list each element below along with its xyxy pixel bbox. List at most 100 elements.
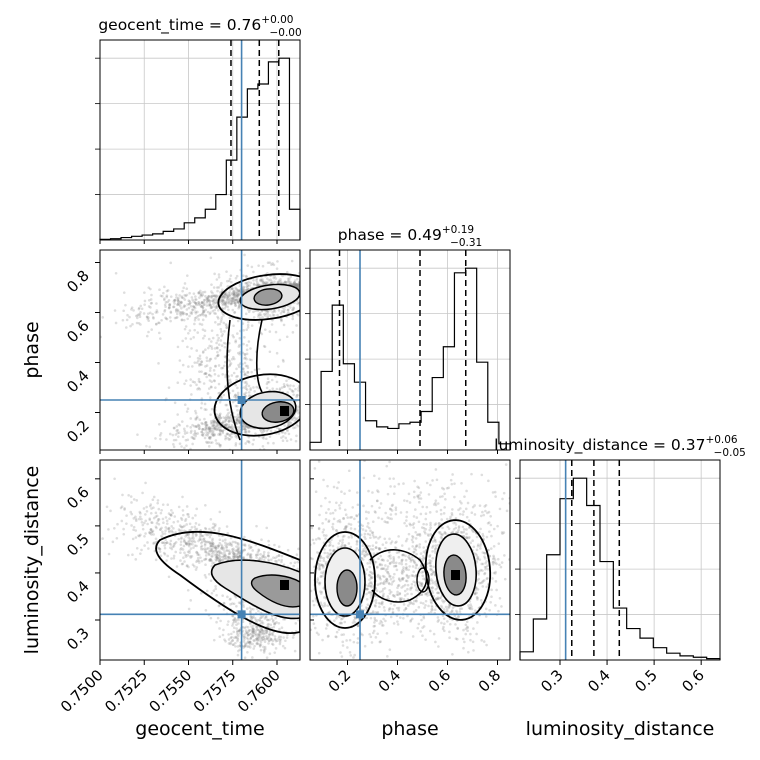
sample-point (194, 311, 198, 315)
sample-point (182, 318, 186, 322)
sample-point (233, 540, 237, 544)
sample-point (229, 297, 232, 301)
sample-point (275, 267, 279, 270)
sample-point (271, 620, 275, 623)
sample-point (276, 639, 279, 642)
sample-point (210, 529, 213, 533)
sample-point (159, 511, 163, 515)
sample-point (175, 293, 178, 297)
sample-point (210, 407, 214, 411)
sample-point (223, 541, 227, 545)
sample-point (188, 355, 192, 358)
sample-point (293, 281, 296, 285)
sample-point (305, 284, 308, 287)
sample-point (237, 543, 240, 546)
sample-point (181, 312, 185, 316)
sample-point (193, 318, 197, 322)
sample-point (301, 397, 304, 400)
sample-point (213, 347, 217, 350)
sample-point (140, 517, 143, 521)
sample-point (233, 555, 237, 559)
sample-point (214, 365, 217, 368)
sample-point (202, 310, 205, 314)
sample-point (303, 646, 306, 649)
sample-point (243, 353, 247, 356)
sample-point (243, 361, 247, 365)
sample-point (246, 552, 250, 555)
sample-point (184, 294, 188, 298)
sample-point (247, 641, 251, 645)
sample-point (216, 317, 220, 320)
sample-point (222, 341, 226, 345)
sample-point (297, 284, 300, 288)
sample-point (236, 294, 239, 297)
sample-point (283, 385, 286, 388)
sample-point (244, 427, 247, 431)
sample-point (195, 551, 198, 554)
sample-point (177, 435, 180, 438)
sample-point (244, 424, 248, 428)
sample-point (188, 549, 191, 553)
sample-point (233, 617, 237, 621)
sample-point (237, 419, 241, 422)
sample-point (300, 289, 303, 292)
sample-point (263, 281, 267, 285)
sample-point (228, 556, 232, 560)
sample-point (223, 554, 227, 557)
sample-point (232, 357, 236, 361)
sample-point (261, 278, 264, 281)
sample-point (261, 554, 265, 558)
sample-point (164, 526, 168, 529)
sample-point (140, 521, 144, 524)
sample-point (233, 293, 236, 296)
sample-point (191, 308, 194, 311)
sample-point (236, 419, 239, 423)
sample-point (217, 286, 221, 289)
sample-point (217, 364, 221, 367)
sample-point (227, 415, 231, 419)
sample-point (243, 644, 247, 648)
sample-point (284, 639, 287, 643)
sample-point (207, 558, 211, 562)
sample-point (179, 548, 182, 551)
sample-point (231, 622, 235, 625)
sample-point (300, 388, 303, 391)
sample-point (303, 585, 306, 588)
sample-point (262, 651, 266, 654)
sample-point (208, 542, 212, 546)
sample-point (138, 510, 142, 514)
sample-point (267, 551, 270, 555)
sample-point (233, 395, 236, 398)
sample-point (260, 638, 264, 642)
sample-point (256, 550, 260, 554)
sample-point (293, 649, 297, 653)
sample-point (280, 558, 284, 562)
sample-point (212, 522, 215, 526)
sample-point (297, 301, 300, 305)
sample-point (260, 332, 264, 336)
sample-point (157, 422, 161, 426)
sample-point (267, 633, 271, 637)
sample-point (265, 630, 268, 634)
sample-point (235, 618, 238, 622)
sample-point (215, 278, 219, 281)
sample-point (276, 281, 279, 284)
sample-point (199, 532, 202, 535)
sample-point (214, 426, 217, 429)
sample-point (259, 648, 263, 652)
sample-point (266, 623, 270, 627)
sample-point (210, 380, 214, 384)
sample-point (238, 305, 241, 309)
sample-point (233, 636, 236, 640)
sample-point (169, 295, 173, 298)
sample-point (149, 532, 152, 535)
sample-point (292, 393, 295, 396)
sample-point (234, 395, 238, 398)
sample-point (213, 528, 216, 532)
sample-point (205, 356, 209, 360)
sample-point (122, 309, 125, 313)
sample-point (263, 640, 267, 643)
sample-point (205, 301, 209, 304)
sample-point (272, 618, 275, 622)
sample-point (246, 284, 249, 288)
